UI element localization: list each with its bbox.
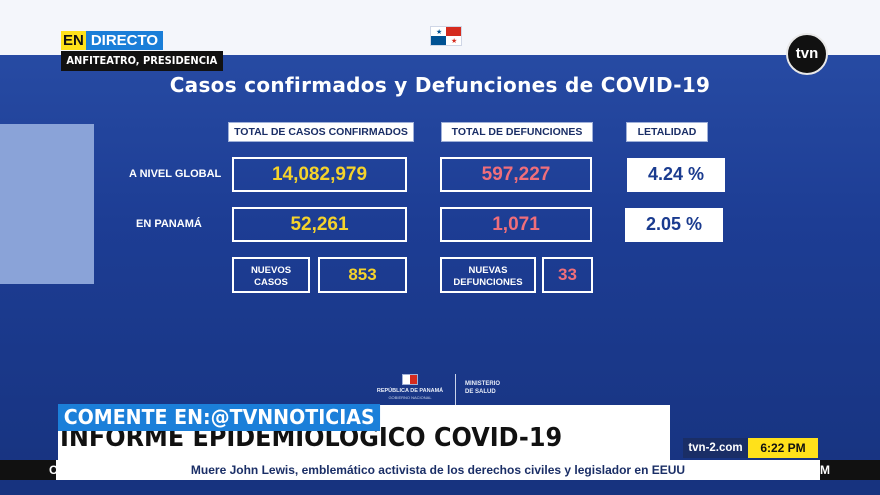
ministry-footer: REPÚBLICA DE PANAMÁ GOBIERNO NACIONAL MI… xyxy=(350,372,670,412)
comment-promo: COMENTE EN:@TVNNOTICIAS xyxy=(58,404,381,431)
panama-lethality-value: 2.05 % xyxy=(625,208,723,242)
header-total-deaths: TOTAL DE DEFUNCIONES xyxy=(441,122,593,142)
header-lethality: LETALIDAD xyxy=(626,122,708,142)
republic-label: REPÚBLICA DE PANAMÁ xyxy=(376,388,444,394)
news-ticker: Muere John Lewis, emblemático activista … xyxy=(56,460,820,480)
ministry-line2: DE SALUD xyxy=(465,389,496,395)
panama-cases-value: 52,261 xyxy=(232,207,407,242)
footer-divider xyxy=(455,374,456,406)
global-cases-value: 14,082,979 xyxy=(232,157,407,192)
location-tag: ANFITEATRO, PRESIDENCIA xyxy=(61,51,223,71)
slide-title: Casos confirmados y Defunciones de COVID… xyxy=(169,73,711,97)
ticker-right-fragment: M xyxy=(820,463,830,477)
new-cases-label: NUEVOS CASOS xyxy=(232,257,310,293)
live-prefix: EN xyxy=(61,31,86,50)
new-deaths-value: 33 xyxy=(542,257,593,293)
row-label-panama: EN PANAMÁ xyxy=(136,218,202,230)
new-cases-value: 853 xyxy=(318,257,407,293)
live-badge: EN DIRECTO xyxy=(61,31,164,50)
bottom-band xyxy=(0,480,880,495)
coat-of-arms-icon xyxy=(402,374,418,385)
live-label: DIRECTO xyxy=(85,31,164,50)
header-total-cases: TOTAL DE CASOS CONFIRMADOS xyxy=(228,122,414,142)
new-deaths-label: NUEVAS DEFUNCIONES xyxy=(440,257,536,293)
website-label: tvn-2.com xyxy=(683,438,748,458)
ticker-left-fragment: O xyxy=(49,463,59,477)
new-deaths-label-line1: NUEVAS xyxy=(468,265,508,276)
ministry-line1: MINISTERIO xyxy=(465,381,501,387)
panama-flag-icon: ★ ★ xyxy=(430,26,462,46)
new-cases-label-line2: CASOS xyxy=(254,277,288,288)
ministry-label: MINISTERIO DE SALUD xyxy=(465,380,525,396)
side-panel xyxy=(0,124,94,284)
panama-deaths-value: 1,071 xyxy=(440,207,592,242)
government-label: GOBIERNO NACIONAL xyxy=(388,395,432,400)
row-label-global: A NIVEL GLOBAL xyxy=(129,168,222,180)
new-cases-label-line1: NUEVOS xyxy=(250,265,292,276)
new-deaths-label-line2: DEFUNCIONES xyxy=(453,277,523,288)
global-lethality-value: 4.24 % xyxy=(627,158,725,192)
tvn-logo: tvn xyxy=(786,33,828,75)
clock: 6:22 PM xyxy=(748,438,818,458)
global-deaths-value: 597,227 xyxy=(440,157,592,192)
